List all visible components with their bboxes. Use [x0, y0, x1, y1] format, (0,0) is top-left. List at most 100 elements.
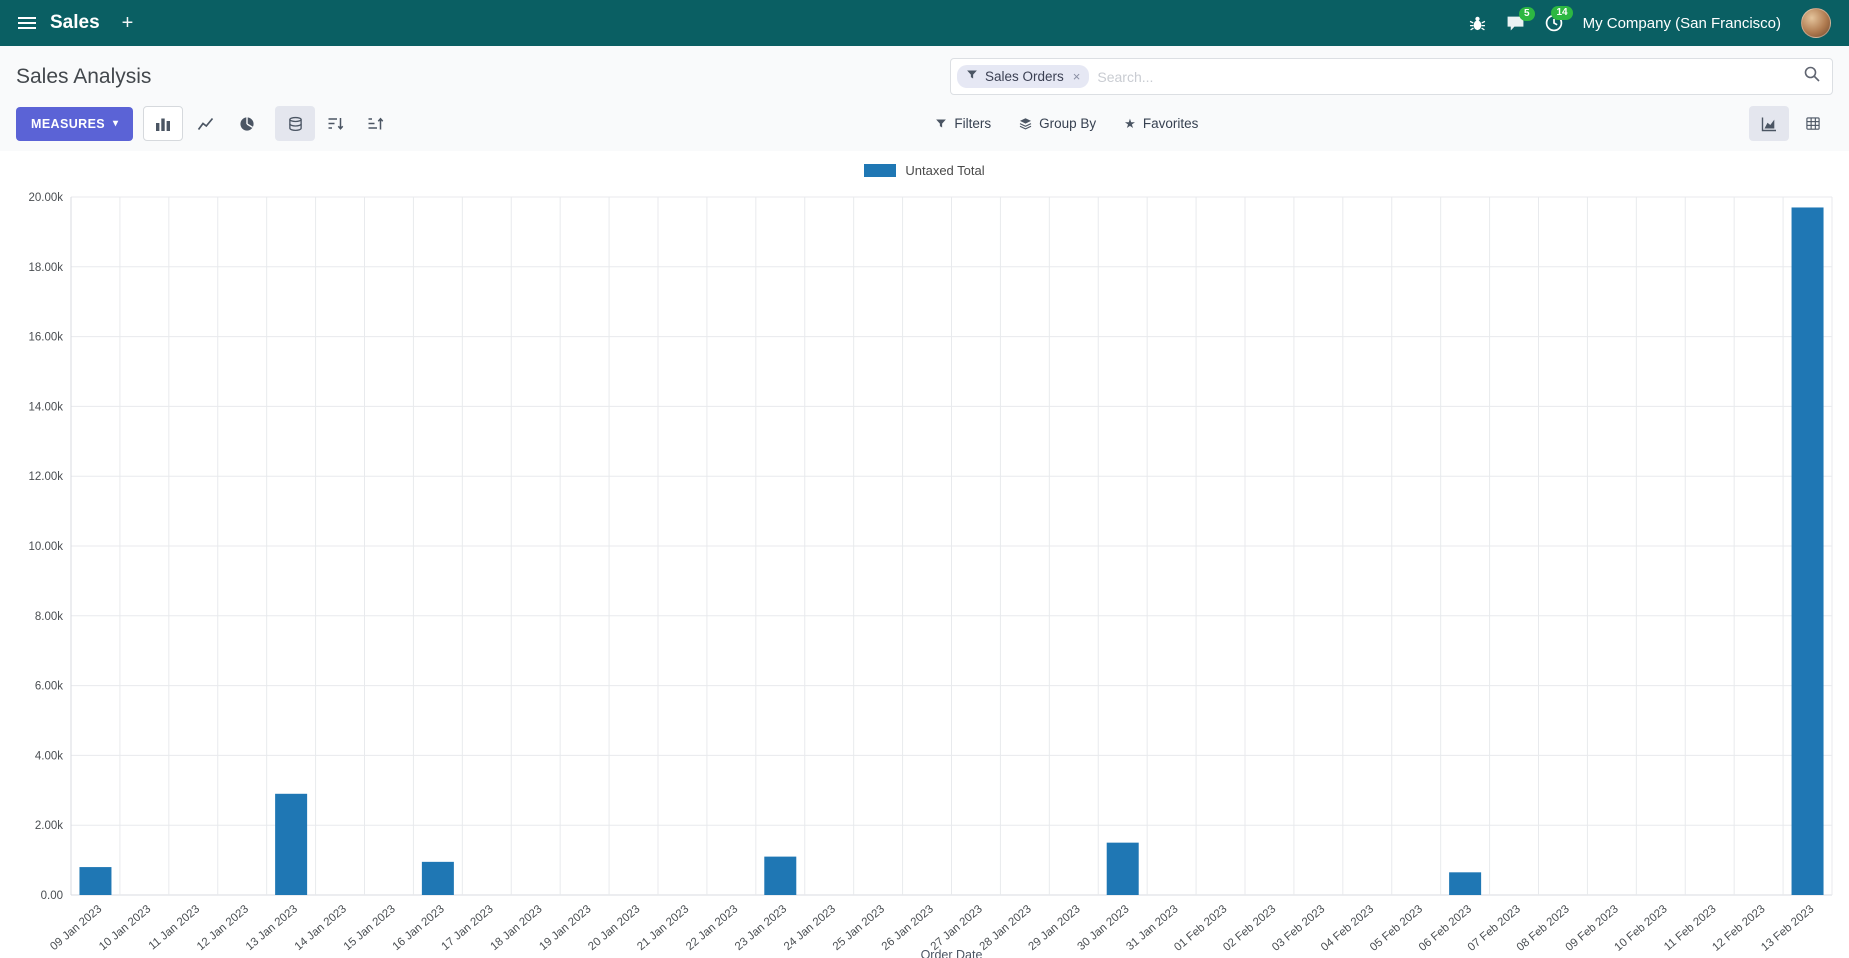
x-tick-label: 17 Jan 2023 [440, 903, 496, 953]
bar-chart: 0.00 2.00k 4.00k 6.00k 8.00k 10.00k 12.00k 14.0… [28, 192, 1833, 958]
x-tick-label: 09 Jan 2023 [48, 903, 104, 953]
x-tick-label: 09 Feb 2023 [1564, 903, 1621, 954]
chevron-down-icon: ▾ [113, 118, 119, 129]
favorites-button[interactable]: ★ Favorites [1124, 116, 1198, 132]
search-options: Filters Group By ★ Favorites [935, 116, 1198, 132]
activities-badge: 14 [1551, 6, 1573, 20]
x-tick-label: 14 Jan 2023 [293, 903, 349, 953]
x-tick-label: 30 Jan 2023 [1075, 903, 1131, 953]
filters-funnel-icon [936, 119, 947, 128]
x-tick-label: 19 Jan 2023 [537, 903, 593, 953]
filters-label: Filters [954, 116, 992, 131]
app-name[interactable]: Sales [50, 12, 100, 33]
pivot-view-button[interactable] [1793, 106, 1833, 141]
x-tick-label: 26 Jan 2023 [880, 903, 936, 953]
filters-button[interactable]: Filters [935, 116, 991, 131]
systray: 5 14 My Company (San Francisco) [1469, 6, 1831, 38]
view-switcher [1749, 106, 1833, 141]
group-by-button[interactable]: Group By [1019, 116, 1096, 131]
chart-type-group [143, 106, 267, 141]
y-tick-label: 18.00k [28, 262, 63, 274]
x-tick-label: 15 Jan 2023 [342, 903, 398, 953]
x-tick-label: 01 Feb 2023 [1172, 903, 1229, 954]
facet-label: Sales Orders [985, 69, 1064, 84]
bar[interactable] [1791, 207, 1824, 896]
x-tick-label: 11 Jan 2023 [147, 903, 203, 952]
x-tick-label: 10 Jan 2023 [97, 903, 153, 953]
star-icon: ★ [1124, 115, 1136, 131]
legend-label: Untaxed Total [905, 162, 985, 178]
x-axis-title: Order Date [921, 948, 983, 958]
y-tick-label: 12.00k [28, 471, 63, 483]
search-input[interactable] [1097, 68, 1796, 85]
control-panel: Sales Analysis Sales Orders × MEASURES ▾ [0, 46, 1849, 151]
messages-icon[interactable]: 5 [1506, 6, 1535, 32]
chart-area: Untaxed Total 0.00 2.00k 4.00k 6.00k 8.00k 10… [0, 151, 1849, 958]
stacked-toggle-button[interactable] [275, 106, 316, 141]
y-tick-label: 8.00k [35, 611, 63, 623]
x-tick-label: 13 Feb 2023 [1759, 903, 1816, 954]
bar[interactable] [764, 856, 797, 895]
search-icon[interactable] [1804, 66, 1820, 87]
x-tick-label: 27 Jan 2023 [929, 903, 985, 953]
measures-button[interactable]: MEASURES ▾ [16, 106, 134, 141]
bar[interactable] [421, 861, 454, 895]
menu-toggle-icon[interactable] [18, 16, 36, 30]
facet-remove-icon[interactable]: × [1072, 69, 1081, 84]
x-tick-label: 10 Feb 2023 [1613, 903, 1670, 954]
y-tick-label: 6.00k [35, 681, 63, 693]
bar[interactable] [1449, 872, 1482, 895]
sort-asc-button[interactable] [355, 106, 395, 141]
x-tick-label: 06 Feb 2023 [1417, 903, 1474, 954]
search-bar[interactable]: Sales Orders × [950, 58, 1833, 95]
chart-legend[interactable]: Untaxed Total [0, 159, 1849, 181]
y-tick-label: 2.00k [35, 820, 63, 832]
x-tick-label: 21 Jan 2023 [635, 903, 691, 953]
x-tick-label: 12 Jan 2023 [195, 903, 251, 953]
avatar[interactable] [1801, 8, 1831, 38]
pie-chart-button[interactable] [227, 106, 267, 141]
legend-swatch [864, 163, 897, 177]
favorites-label: Favorites [1142, 116, 1199, 131]
page-title: Sales Analysis [16, 64, 152, 88]
search-facet[interactable]: Sales Orders × [957, 65, 1090, 88]
activities-clock-icon[interactable]: 14 [1545, 6, 1573, 32]
pivot-table-icon [1806, 117, 1820, 130]
x-tick-label: 02 Feb 2023 [1221, 903, 1278, 954]
x-tick-label: 08 Feb 2023 [1515, 903, 1572, 954]
messages-badge: 5 [1519, 6, 1535, 21]
x-tick-label: 18 Jan 2023 [488, 903, 544, 953]
y-tick-label: 14.00k [28, 401, 63, 413]
bar[interactable] [275, 793, 308, 895]
graph-view-button[interactable] [1749, 106, 1789, 141]
y-tick-label: 4.00k [35, 750, 63, 762]
x-tick-label: 13 Jan 2023 [244, 903, 300, 953]
x-tick-label: 16 Jan 2023 [391, 903, 447, 953]
line-chart-button[interactable] [185, 106, 225, 141]
bar-chart-button[interactable] [143, 106, 184, 141]
x-tick-label: 05 Feb 2023 [1368, 903, 1425, 954]
x-tick-label: 28 Jan 2023 [978, 903, 1034, 953]
company-switcher[interactable]: My Company (San Francisco) [1582, 14, 1781, 32]
debug-bug-icon[interactable] [1469, 15, 1486, 32]
bar[interactable] [79, 867, 112, 895]
x-tick-label: 25 Jan 2023 [831, 903, 887, 953]
x-tick-label: 03 Feb 2023 [1270, 903, 1327, 954]
x-tick-label: 07 Feb 2023 [1466, 903, 1523, 954]
facet-funnel-icon [966, 69, 978, 84]
y-tick-label: 10.00k [28, 541, 63, 553]
sort-desc-button[interactable] [315, 106, 355, 141]
x-tick-label: 20 Jan 2023 [586, 903, 642, 953]
x-tick-label: 04 Feb 2023 [1319, 903, 1376, 954]
plus-icon[interactable]: + [121, 11, 134, 34]
x-tick-label: 12 Feb 2023 [1710, 903, 1767, 954]
bar[interactable] [1106, 842, 1139, 895]
group-by-label: Group By [1039, 116, 1097, 131]
measures-label: MEASURES [31, 116, 106, 131]
y-tick-label: 16.00k [28, 332, 63, 344]
layer-group-icon [1019, 118, 1032, 130]
x-tick-label: 23 Jan 2023 [733, 903, 789, 953]
y-tick-label: 20.00k [28, 192, 63, 204]
top-nav: Sales + 5 14 My Company (San Francisco) [0, 0, 1849, 46]
x-tick-label: 22 Jan 2023 [684, 903, 740, 953]
